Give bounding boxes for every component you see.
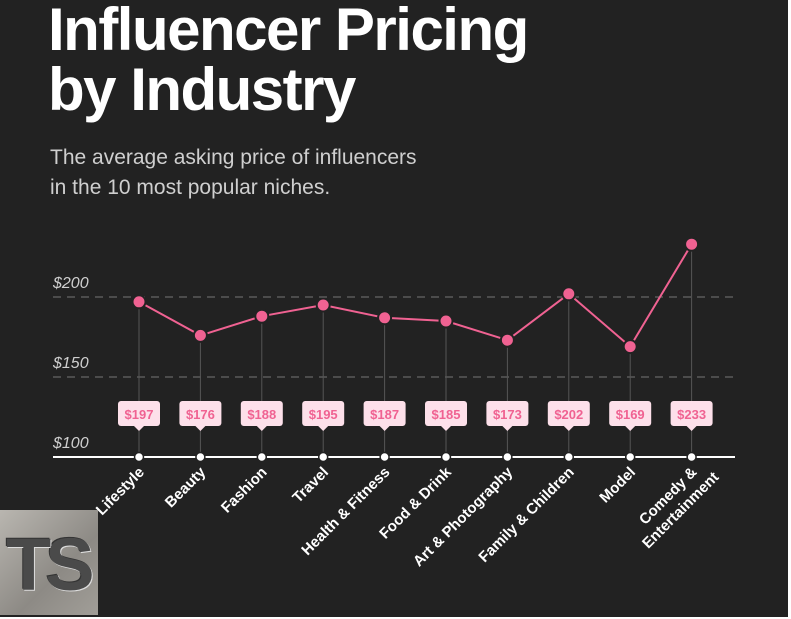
data-label-box	[670, 401, 713, 426]
data-label-box	[240, 401, 283, 426]
data-label-pointer	[625, 426, 636, 431]
x-tick-label: Fashion	[218, 464, 271, 517]
axis-tick-dot	[440, 451, 452, 463]
page-title: Influencer Pricing by Industry	[48, 0, 529, 123]
data-point	[315, 297, 331, 313]
data-label-box	[425, 401, 467, 426]
data-label: $233	[677, 407, 706, 422]
data-point	[377, 310, 393, 326]
x-tick-label: Lifestyle	[93, 464, 148, 519]
data-label-pointer	[563, 426, 574, 431]
data-label-box	[302, 401, 345, 426]
axis-tick-dot	[317, 451, 329, 463]
data-label-box	[118, 401, 160, 426]
data-point	[192, 327, 208, 343]
data-label: $185	[432, 407, 461, 422]
data-label-pointer	[502, 426, 513, 431]
subtitle-line-2: in the 10 most popular niches.	[50, 176, 331, 199]
data-label-pointer	[441, 426, 451, 431]
data-point	[438, 313, 454, 329]
data-point	[561, 286, 577, 302]
data-label-pointer	[256, 426, 267, 431]
x-tick-label: Comedy &Entertainment	[626, 455, 723, 552]
data-label-box	[609, 401, 652, 426]
data-label-box	[486, 401, 529, 426]
x-tick-label: Beauty	[162, 463, 210, 511]
axis-tick-dot	[502, 451, 513, 463]
y-tick-label: $100	[52, 435, 89, 452]
axis-tick-dot	[379, 451, 390, 463]
data-point	[131, 294, 147, 310]
axis-tick-dot	[195, 451, 206, 463]
axis-tick-dot	[133, 451, 145, 463]
data-label: $169	[616, 407, 645, 422]
x-tick-label: Travel	[289, 464, 332, 507]
data-label: $188	[247, 407, 276, 422]
series-line	[138, 243, 693, 349]
data-label-pointer	[379, 426, 390, 431]
data-label-box	[179, 401, 222, 426]
data-point	[684, 236, 700, 252]
axis-tick-dot	[563, 451, 575, 463]
subtitle: The average asking price of influencers …	[50, 143, 417, 203]
y-tick-label: $150	[52, 355, 89, 372]
data-label-pointer	[195, 426, 206, 431]
x-tick-label: Model	[596, 464, 639, 507]
data-label: $173	[493, 407, 522, 422]
title-line-1: Influencer Pricing	[48, 0, 529, 63]
title-line-2: by Industry	[48, 56, 356, 123]
data-label-pointer	[686, 426, 697, 431]
axis-tick-dot	[686, 451, 697, 463]
data-label-box	[363, 401, 406, 426]
ts-logo: TS	[0, 510, 98, 615]
data-label-box	[547, 401, 590, 426]
data-point	[499, 332, 515, 348]
data-label-pointer	[134, 426, 144, 431]
data-label: $202	[554, 407, 583, 422]
data-label-pointer	[318, 426, 329, 431]
data-point	[622, 339, 638, 355]
y-tick-label: $200	[52, 275, 89, 292]
data-label: $195	[309, 407, 338, 422]
axis-tick-dot	[624, 451, 636, 463]
data-label: $187	[370, 407, 399, 422]
axis-tick-dot	[256, 451, 268, 463]
data-point	[254, 308, 270, 324]
data-label: $197	[125, 407, 154, 422]
data-label: $176	[186, 407, 215, 422]
subtitle-line-1: The average asking price of influencers	[50, 146, 417, 169]
